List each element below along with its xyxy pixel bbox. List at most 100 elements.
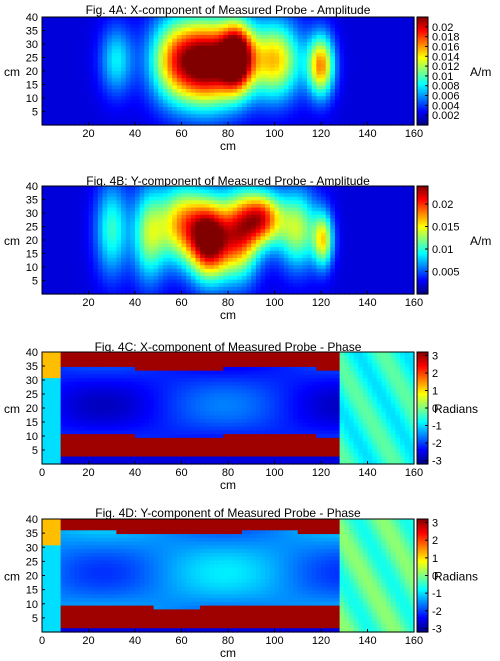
heatmap-cell — [279, 258, 285, 263]
heatmap-cell — [79, 53, 85, 58]
heatmap-cell — [283, 81, 290, 86]
heatmap-cell — [97, 20, 104, 25]
heatmap-cell — [209, 268, 215, 273]
heatmap-cell — [172, 286, 178, 291]
heatmap-cell — [362, 232, 369, 237]
heatmap-cell — [223, 258, 229, 263]
heatmap-cell — [255, 49, 262, 54]
heatmap-cell — [125, 254, 131, 259]
heatmap-cell — [260, 45, 266, 50]
heatmap-cell — [135, 103, 141, 108]
heatmap-cell — [218, 204, 224, 209]
heatmap-cell — [376, 265, 383, 270]
heatmap-cell — [311, 211, 317, 216]
heatmap-cell — [158, 261, 164, 266]
heatmap-cell — [386, 24, 392, 29]
heatmap-cell — [148, 272, 155, 277]
heatmap-cell — [381, 247, 387, 252]
heatmap-cell — [246, 232, 252, 237]
heatmap-cell — [279, 229, 285, 234]
heatmap-cell — [153, 49, 159, 54]
heatmap-cell — [65, 89, 71, 94]
heatmap-cell — [181, 117, 187, 122]
colorbar-segment — [417, 96, 428, 99]
heatmap-cell — [372, 85, 378, 90]
heatmap-cell — [107, 42, 113, 47]
heatmap-cell — [321, 225, 327, 230]
heatmap-cell — [51, 49, 57, 54]
heatmap-cell — [176, 218, 183, 223]
heatmap-cell — [125, 207, 131, 212]
heatmap-cell — [204, 218, 210, 223]
heatmap-cell — [400, 35, 406, 40]
heatmap-cell — [74, 53, 80, 58]
heatmap-cell — [255, 35, 262, 40]
heatmap-cell — [46, 81, 52, 86]
heatmap-cell — [339, 193, 345, 198]
heatmap-cell — [209, 279, 215, 284]
heatmap-cell — [325, 121, 331, 126]
heatmap-cell — [321, 222, 327, 227]
heatmap-cell — [218, 24, 224, 29]
heatmap-cell — [209, 117, 215, 122]
heatmap-cell — [316, 229, 322, 234]
heatmap-cell — [176, 107, 183, 112]
heatmap-cell — [69, 276, 76, 281]
heatmap-cell — [97, 279, 104, 284]
heatmap-cell — [386, 89, 392, 94]
heatmap-cell — [330, 229, 336, 234]
heatmap-cell — [135, 71, 141, 76]
heatmap-cell — [121, 96, 127, 101]
heatmap-cell — [381, 283, 387, 288]
heatmap-cell — [218, 107, 224, 112]
heatmap-cell — [69, 204, 76, 209]
heatmap-cell — [60, 89, 66, 94]
heatmap-cell — [330, 114, 336, 119]
heatmap-cell — [121, 38, 127, 43]
heatmap-cell — [186, 222, 192, 227]
heatmap-cell — [200, 17, 206, 22]
heatmap-cell — [302, 222, 308, 227]
heatmap-cell — [218, 283, 224, 288]
heatmap-cell — [372, 63, 378, 68]
heatmap-cell — [297, 96, 303, 101]
heatmap-cell — [339, 85, 345, 90]
heatmap-cell — [311, 189, 317, 194]
heatmap-cell — [321, 114, 327, 119]
heatmap-cell — [353, 286, 359, 291]
heatmap-cell — [158, 67, 164, 72]
heatmap-cell — [42, 49, 48, 54]
heatmap-cell — [311, 272, 317, 277]
heatmap-cell — [316, 27, 322, 32]
heatmap-cell — [353, 103, 359, 108]
heatmap-cell — [107, 290, 113, 295]
heatmap-cell — [362, 117, 369, 122]
heatmap-cell — [102, 240, 108, 245]
heatmap-cell — [348, 207, 355, 212]
heatmap-cell — [209, 17, 215, 22]
heatmap-cell — [339, 286, 345, 291]
heatmap-cell — [130, 283, 136, 288]
heatmap-cell — [246, 78, 252, 83]
heatmap-cell — [181, 103, 187, 108]
heatmap-cell — [200, 96, 206, 101]
heatmap-cell — [274, 265, 280, 270]
heatmap-cell — [348, 254, 355, 259]
heatmap-cell — [162, 117, 169, 122]
heatmap-cell — [204, 49, 210, 54]
heatmap-cell — [339, 258, 345, 263]
heatmap-cell — [60, 258, 66, 263]
heatmap-cell — [339, 71, 345, 76]
heatmap-cell — [321, 45, 327, 50]
heatmap-cell — [274, 279, 280, 284]
heatmap-cell — [334, 96, 341, 101]
heatmap-cell — [162, 56, 169, 61]
heatmap-cell — [60, 200, 66, 205]
heatmap-cell — [121, 232, 127, 237]
heatmap-cell — [348, 229, 355, 234]
heatmap-cell — [116, 232, 122, 237]
heatmap-cell — [293, 247, 299, 252]
heatmap-cell — [79, 232, 85, 237]
heatmap-cell — [172, 283, 178, 288]
heatmap-cell — [232, 222, 238, 227]
